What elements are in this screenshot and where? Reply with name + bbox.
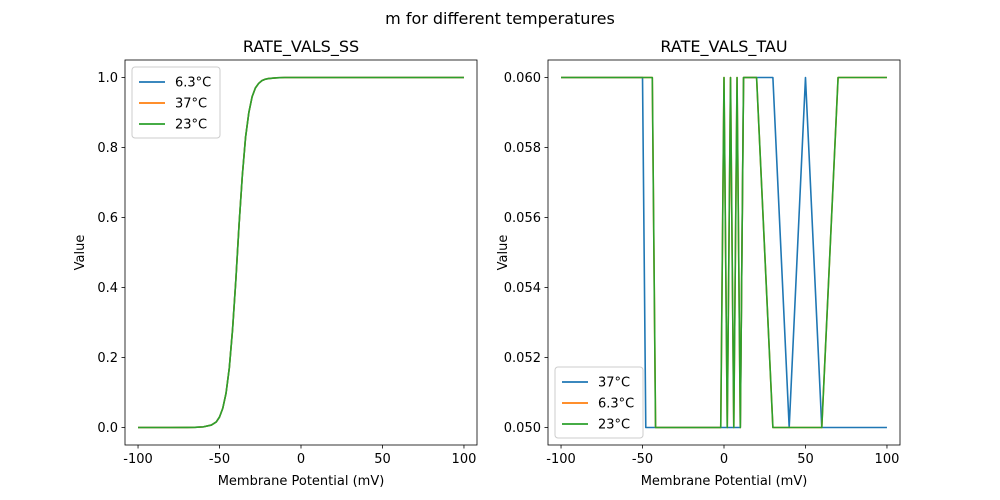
legend-label: 37°C <box>175 97 207 112</box>
legend-label: 23°C <box>175 118 207 133</box>
x-axis-label: Membrane Potential (mV) <box>641 474 808 489</box>
subplot-2: RATE_VALS_TAU -100 -50 0 50 100 0.050 0.052 0.05… <box>496 37 901 489</box>
y-tick-label: 0.0 <box>97 421 118 436</box>
x-tick-label: 50 <box>797 452 814 467</box>
y-axis-label: Value <box>73 235 88 271</box>
x-tick-label: 100 <box>452 452 477 467</box>
series-lines <box>138 76 464 429</box>
y-tick-label: 0.8 <box>97 141 118 156</box>
legend-label: 6.3°C <box>598 397 634 412</box>
y-tick-label: 0.6 <box>97 211 118 226</box>
y-tick-label: 0.4 <box>97 281 118 296</box>
legend-label: 37°C <box>598 376 630 391</box>
figure-suptitle: m for different temperatures <box>385 9 615 28</box>
x-tick-label: 0 <box>297 452 305 467</box>
legend-box <box>554 366 644 439</box>
legend: 37°C 6.3°C 23°C <box>554 366 644 439</box>
x-tick-label: 50 <box>374 452 391 467</box>
x-tick-label: -100 <box>546 452 576 467</box>
chart-title: RATE_VALS_SS <box>243 37 359 57</box>
legend-label: 23°C <box>598 418 630 433</box>
y-tick-label: 1.0 <box>97 71 118 86</box>
y-tick-label: 0.050 <box>504 421 541 436</box>
x-tick-label: -100 <box>123 452 153 467</box>
x-tick-label: -50 <box>632 452 653 467</box>
y-tick-label: 0.058 <box>504 141 541 156</box>
legend-box <box>131 66 221 139</box>
legend-label: 6.3°C <box>175 76 211 91</box>
x-tick-label: 0 <box>720 452 728 467</box>
y-axis-label: Value <box>496 235 511 271</box>
y-tick-label: 0.052 <box>504 351 541 366</box>
y-tick-label: 0.056 <box>504 211 541 226</box>
legend: 6.3°C 37°C 23°C <box>131 66 221 139</box>
series-line-3 <box>561 76 887 429</box>
y-tick-label: 0.060 <box>504 71 541 86</box>
series-line-3 <box>138 76 464 429</box>
y-tick-label: 0.054 <box>504 281 541 296</box>
x-axis-label: Membrane Potential (mV) <box>218 474 385 489</box>
series-lines <box>561 76 887 429</box>
subplots: RATE_VALS_SS -100 -50 0 50 100 0.0 0.2 0.4 0.6 0.8… <box>73 37 901 489</box>
y-tick-label: 0.2 <box>97 351 118 366</box>
chart-title: RATE_VALS_TAU <box>660 37 787 57</box>
subplot-1: RATE_VALS_SS -100 -50 0 50 100 0.0 0.2 0.4 0.6 0.8… <box>73 37 478 489</box>
x-tick-label: 100 <box>875 452 900 467</box>
x-tick-label: -50 <box>209 452 230 467</box>
